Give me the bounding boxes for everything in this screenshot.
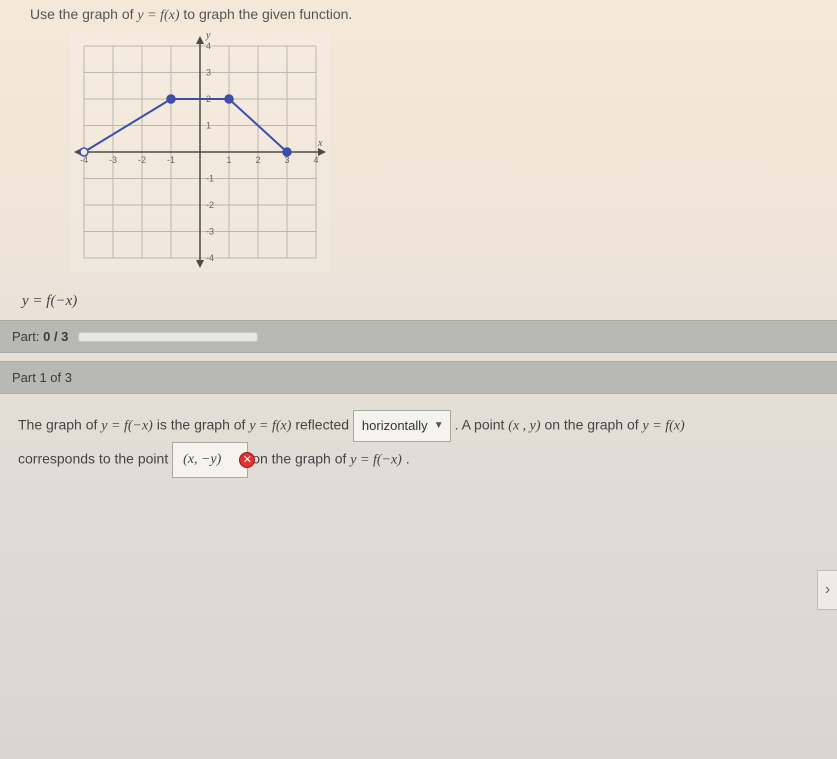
prompt-line: Use the graph of y = f(x) to graph the g… (0, 0, 837, 28)
svg-text:-2: -2 (206, 200, 214, 210)
svg-text:y: y (205, 32, 211, 41)
function-graph: -4-3-2-11234-4-3-2-11234yx (70, 32, 330, 272)
svg-text:-3: -3 (109, 155, 117, 165)
text-fragment: . A point (455, 417, 509, 433)
svg-text:-1: -1 (167, 155, 175, 165)
math-expr: (x , y) (508, 419, 540, 434)
next-button[interactable]: › (817, 570, 837, 610)
svg-text:4: 4 (206, 41, 211, 51)
dropdown-value: horizontally (362, 418, 428, 433)
svg-text:1: 1 (206, 121, 211, 131)
prompt-suffix: to graph the given function. (183, 6, 352, 22)
text-fragment: The graph of (18, 417, 101, 433)
text-fragment: reflected (295, 417, 353, 433)
math-expr: y = f(−x) (350, 453, 402, 468)
text-fragment: corresponds to the point (18, 451, 172, 467)
text-fragment: . (406, 451, 410, 467)
math-expr: y = f(x) (643, 419, 685, 434)
part-header: Part 1 of 3 (0, 361, 837, 394)
svg-text:1: 1 (226, 155, 231, 165)
answer-value: (x, −y) (183, 452, 221, 467)
math-expr: y = f(x) (249, 419, 291, 434)
chevron-down-icon: ▼ (434, 416, 444, 436)
given-function: y = f(−x) (22, 293, 837, 310)
prompt-function: y = f(x) (137, 8, 179, 23)
math-expr: y = f(−x) (101, 419, 153, 434)
incorrect-icon: ✕ (239, 452, 255, 468)
text-fragment: on the graph of (252, 451, 350, 467)
reflection-dropdown[interactable]: horizontally ▼ (353, 410, 451, 442)
text-fragment: on the graph of (544, 417, 642, 433)
chevron-right-icon: › (825, 581, 830, 599)
point-answer-input[interactable]: (x, −y) ✕ (172, 442, 248, 478)
svg-text:3: 3 (206, 68, 211, 78)
svg-text:4: 4 (313, 155, 318, 165)
progress-track (78, 332, 258, 342)
prompt-prefix: Use the graph of (30, 6, 137, 22)
svg-text:x: x (317, 138, 323, 149)
question-content: The graph of y = f(−x) is the graph of y… (0, 394, 837, 496)
text-fragment: is the graph of (157, 417, 250, 433)
svg-text:-4: -4 (206, 253, 214, 263)
svg-text:-1: -1 (206, 174, 214, 184)
progress-label: Part: 0 / 3 (12, 329, 68, 344)
graph-container: -4-3-2-11234-4-3-2-11234yx (70, 32, 837, 275)
svg-text:2: 2 (255, 155, 260, 165)
svg-text:-3: -3 (206, 227, 214, 237)
progress-bar: Part: 0 / 3 (0, 320, 837, 353)
svg-text:-2: -2 (138, 155, 146, 165)
